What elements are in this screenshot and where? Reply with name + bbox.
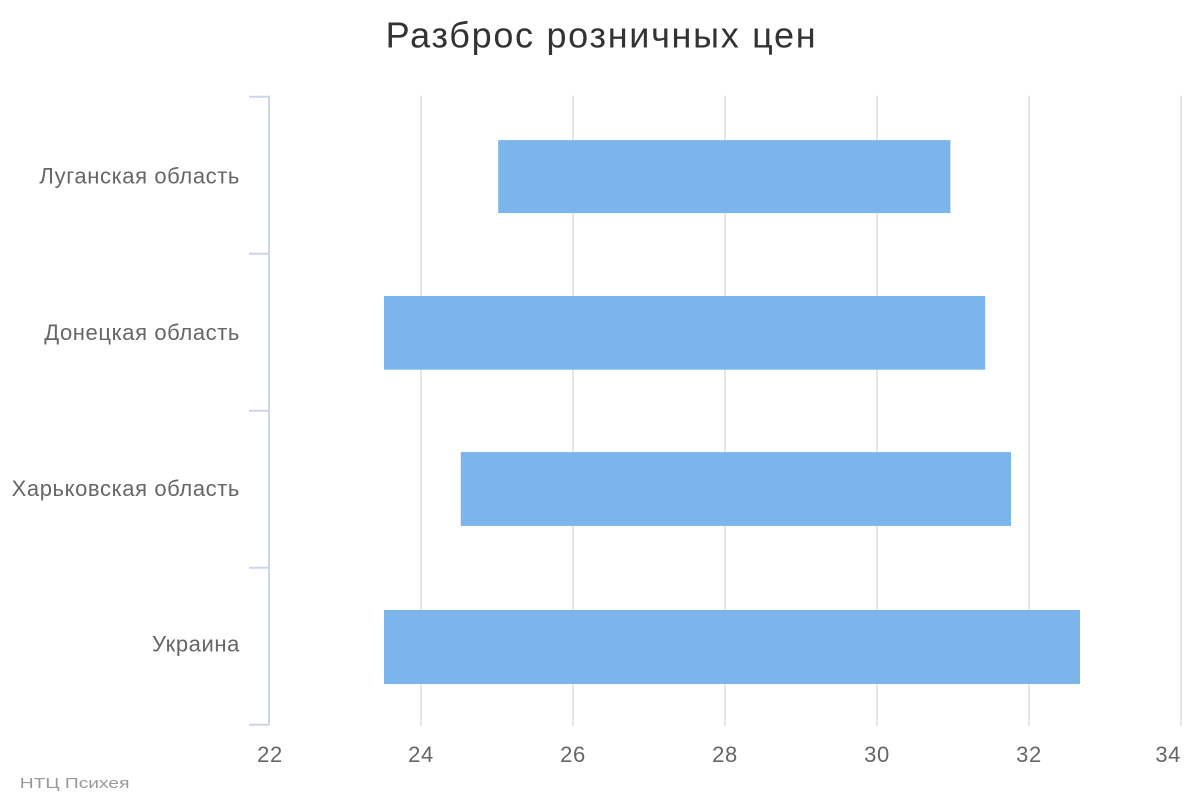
svg-text:26: 26: [560, 742, 586, 767]
svg-text:Луганская область: Луганская область: [39, 163, 240, 188]
svg-text:Разброс розничных цен: Разброс розничных цен: [386, 15, 818, 56]
svg-text:24: 24: [408, 742, 434, 767]
svg-text:НТЦ Психея: НТЦ Психея: [20, 774, 130, 791]
svg-text:28: 28: [712, 742, 738, 767]
svg-text:Донецкая область: Донецкая область: [44, 320, 240, 345]
svg-text:30: 30: [864, 742, 890, 767]
svg-text:34: 34: [1155, 742, 1181, 767]
svg-text:32: 32: [1016, 742, 1042, 767]
svg-text:Украина: Украина: [152, 632, 240, 657]
svg-text:Харьковская область: Харьковская область: [12, 476, 240, 501]
svg-text:22: 22: [257, 742, 283, 767]
